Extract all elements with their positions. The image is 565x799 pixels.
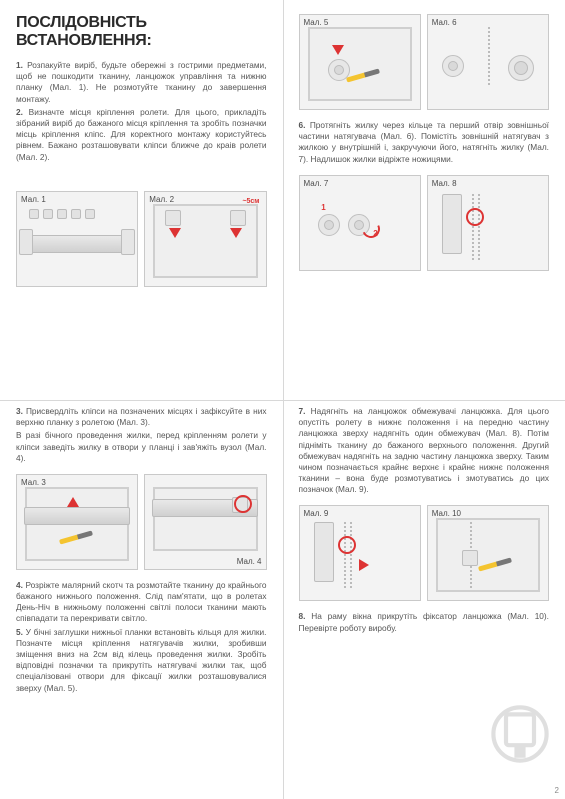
tensioner-icon — [318, 214, 340, 236]
tensioner-inner-icon — [508, 55, 534, 81]
step-8-text: 8. На раму вікна прикрутіть фіксатор лан… — [299, 611, 550, 633]
highlight-circle-icon — [234, 495, 252, 513]
figure-2-label: Мал. 2 — [149, 195, 174, 204]
clip-icon — [165, 210, 181, 226]
window-frame-icon — [308, 27, 412, 101]
figure-9-label: Мал. 9 — [304, 509, 329, 518]
figure-5: Мал. 5 — [299, 14, 421, 110]
watermark-icon — [485, 699, 555, 769]
roller-icon — [24, 507, 130, 525]
figure-5-label: Мал. 5 — [304, 18, 329, 27]
figure-2: Мал. 2 ~5см — [144, 191, 266, 287]
step-3b-text: В разі бічного проведення жилки, перед к… — [16, 430, 267, 464]
chain-icon — [472, 194, 474, 260]
clip-icon — [230, 210, 246, 226]
quadrant-bottom-right: 7. Надягніть на ланцюжок обмежувачі ланц… — [283, 392, 565, 799]
arrow-left-icon — [359, 559, 369, 571]
figure-1-label: Мал. 1 — [21, 195, 46, 204]
step-4-text: 4. Розріжте малярний скотч та розмотайте… — [16, 580, 267, 625]
page-number: 2 — [555, 786, 559, 795]
tensioner-outer-icon — [442, 55, 464, 77]
figure-9: Мал. 9 — [299, 505, 421, 601]
arrow-up-icon — [67, 497, 79, 507]
step-3-text: 3. Присвердліть кліпси на позначених міс… — [16, 406, 267, 428]
step-3-num: 3. — [16, 406, 23, 416]
chain-holder-icon — [462, 550, 478, 566]
highlight-circle-icon — [338, 536, 356, 554]
headrail-end-icon — [442, 194, 462, 254]
figure-3: Мал. 3 — [16, 474, 138, 570]
step-2-num: 2. — [16, 107, 23, 117]
figure-7: Мал. 7 1 2 — [299, 175, 421, 271]
step-5-num: 5. — [16, 627, 23, 637]
dimension-5cm: ~5см — [242, 198, 259, 205]
quadrant-top-left: ПОСЛІДОВНІСТЬ ВСТАНОВЛЕННЯ: 1. Розпакуйт… — [0, 0, 283, 392]
window-frame-icon — [436, 518, 540, 592]
chain-icon — [350, 522, 352, 590]
step-2-text: 2. Визначте місця кріплення ролети. Для … — [16, 107, 267, 163]
step-5-text: 5. У бічні заглушки нижньої планки встан… — [16, 627, 267, 694]
figure-10: Мал. 10 — [427, 505, 549, 601]
fig-row-1-2: Мал. 1 Мал. 2 ~5см — [16, 191, 267, 287]
fig-row-3-4: Мал. 3 Мал. 4 — [16, 474, 267, 570]
arrow-down-icon — [169, 228, 181, 238]
chain-icon — [478, 194, 480, 260]
figure-7-label: Мал. 7 — [304, 179, 329, 188]
figure-8-label: Мал. 8 — [432, 179, 457, 188]
page-title: ПОСЛІДОВНІСТЬ ВСТАНОВЛЕННЯ: — [16, 14, 267, 50]
headrail-end-icon — [314, 522, 334, 582]
bracket-left-icon — [19, 229, 33, 255]
chain-icon — [344, 522, 346, 590]
callout-1: 1 — [318, 202, 330, 214]
figure-4: Мал. 4 — [144, 474, 266, 570]
step-4-num: 4. — [16, 580, 23, 590]
figure-4-label: Мал. 4 — [237, 557, 262, 566]
figure-10-label: Мал. 10 — [432, 509, 461, 518]
chain-icon — [488, 27, 490, 87]
arrow-down-icon — [332, 45, 344, 55]
step-6-text: 6. Протягніть жилку через кільце та перш… — [299, 120, 550, 165]
quadrant-top-right: Мал. 5 Мал. 6 6. Протягніть жилку через … — [283, 0, 565, 392]
step-7-text: 7. Надягніть на ланцюжок обмежувачі ланц… — [299, 406, 550, 496]
fig-row-7-8: Мал. 7 1 2 Мал. 8 — [299, 175, 550, 271]
figure-1: Мал. 1 — [16, 191, 138, 287]
bracket-right-icon — [121, 229, 135, 255]
figure-8: Мал. 8 — [427, 175, 549, 271]
figure-3-label: Мал. 3 — [21, 478, 46, 487]
step-1-num: 1. — [16, 60, 23, 70]
page-grid: ПОСЛІДОВНІСТЬ ВСТАНОВЛЕННЯ: 1. Розпакуйт… — [0, 0, 565, 799]
fig-row-5-6: Мал. 5 Мал. 6 — [299, 14, 550, 110]
highlight-circle-icon — [466, 208, 484, 226]
figure-6: Мал. 6 — [427, 14, 549, 110]
fig-row-9-10: Мал. 9 Мал. 10 — [299, 505, 550, 601]
arrow-down-icon — [230, 228, 242, 238]
roller-icon — [24, 235, 130, 253]
parts-icon — [29, 209, 125, 219]
step-1-text: 1. Розпакуйте виріб, будьте обережні з г… — [16, 60, 267, 105]
quadrant-bottom-left: 3. Присвердліть кліпси на позначених міс… — [0, 392, 283, 799]
figure-6-label: Мал. 6 — [432, 18, 457, 27]
